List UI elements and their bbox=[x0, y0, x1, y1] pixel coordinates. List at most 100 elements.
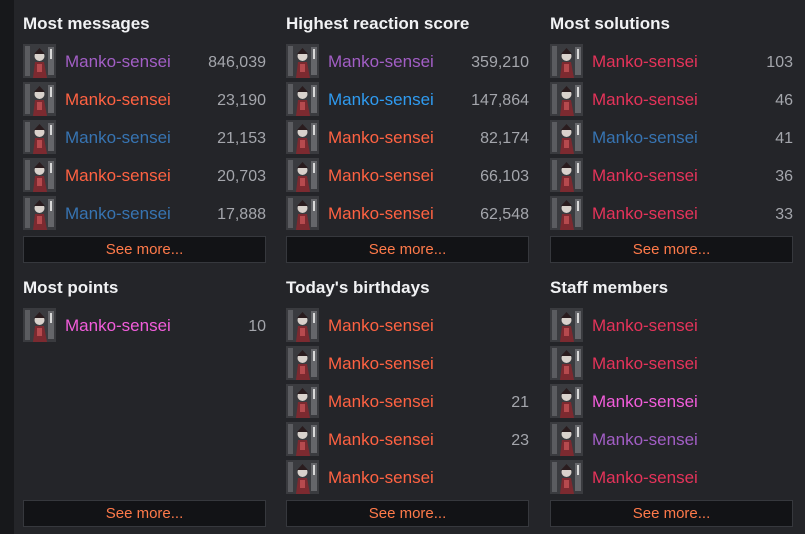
username-link[interactable]: Manko-sensei bbox=[592, 166, 698, 185]
username-link[interactable]: Manko-sensei bbox=[65, 52, 171, 71]
avatar[interactable] bbox=[550, 82, 583, 116]
stat-value: 21,153 bbox=[217, 130, 266, 147]
list-item: Manko-sensei bbox=[550, 308, 793, 342]
username-link[interactable]: Manko-sensei bbox=[328, 52, 434, 71]
stat-value: 33 bbox=[775, 206, 793, 223]
list-item: Manko-sensei 21 bbox=[286, 384, 529, 418]
members-statistics-panel: Most messages Manko-sensei 846,039 Manko… bbox=[14, 0, 805, 534]
stat-value: 23,190 bbox=[217, 92, 266, 109]
username-link[interactable]: Manko-sensei bbox=[592, 392, 698, 411]
username-link[interactable]: Manko-sensei bbox=[328, 90, 434, 109]
avatar[interactable] bbox=[286, 44, 319, 78]
avatar[interactable] bbox=[23, 82, 56, 116]
stat-value: 82,174 bbox=[480, 130, 529, 147]
widget-title: Most solutions bbox=[550, 14, 670, 33]
username-link[interactable]: Manko-sensei bbox=[592, 52, 698, 71]
list-item: Manko-sensei 33 bbox=[550, 196, 793, 230]
list-item: Manko-sensei 103 bbox=[550, 44, 793, 78]
see-more-button[interactable]: See more... bbox=[23, 236, 266, 263]
username-link[interactable]: Manko-sensei bbox=[328, 354, 434, 373]
username-link[interactable]: Manko-sensei bbox=[592, 354, 698, 373]
avatar[interactable] bbox=[550, 422, 583, 456]
avatar[interactable] bbox=[286, 422, 319, 456]
avatar[interactable] bbox=[286, 82, 319, 116]
username-link[interactable]: Manko-sensei bbox=[328, 468, 434, 487]
list-item: Manko-sensei bbox=[550, 346, 793, 380]
username-link[interactable]: Manko-sensei bbox=[592, 430, 698, 449]
avatar[interactable] bbox=[550, 158, 583, 192]
avatar[interactable] bbox=[286, 460, 319, 494]
avatar[interactable] bbox=[550, 44, 583, 78]
stat-value: 846,039 bbox=[208, 54, 266, 71]
widget-title: Staff members bbox=[550, 278, 669, 297]
stat-value: 36 bbox=[775, 168, 793, 185]
list-item: Manko-sensei 46 bbox=[550, 82, 793, 116]
list-item: Manko-sensei 21,153 bbox=[23, 120, 266, 154]
username-link[interactable]: Manko-sensei bbox=[328, 128, 434, 147]
list-item: Manko-sensei bbox=[550, 422, 793, 456]
username-link[interactable]: Manko-sensei bbox=[65, 166, 171, 185]
avatar[interactable] bbox=[550, 460, 583, 494]
avatar[interactable] bbox=[286, 158, 319, 192]
list-item: Manko-sensei bbox=[286, 308, 529, 342]
list-item: Manko-sensei bbox=[286, 346, 529, 380]
see-more-button[interactable]: See more... bbox=[286, 500, 529, 527]
stat-value: 66,103 bbox=[480, 168, 529, 185]
username-link[interactable]: Manko-sensei bbox=[328, 204, 434, 223]
avatar[interactable] bbox=[286, 308, 319, 342]
stat-value: 41 bbox=[775, 130, 793, 147]
username-link[interactable]: Manko-sensei bbox=[65, 90, 171, 109]
see-more-button[interactable]: See more... bbox=[286, 236, 529, 263]
avatar[interactable] bbox=[550, 346, 583, 380]
list-item: Manko-sensei 23 bbox=[286, 422, 529, 456]
stat-value: 46 bbox=[775, 92, 793, 109]
avatar[interactable] bbox=[23, 196, 56, 230]
list-item: Manko-sensei 147,864 bbox=[286, 82, 529, 116]
avatar[interactable] bbox=[550, 384, 583, 418]
avatar[interactable] bbox=[550, 196, 583, 230]
avatar[interactable] bbox=[23, 44, 56, 78]
username-link[interactable]: Manko-sensei bbox=[65, 128, 171, 147]
age-value: 23 bbox=[511, 432, 529, 449]
list-item: Manko-sensei 20,703 bbox=[23, 158, 266, 192]
avatar[interactable] bbox=[550, 120, 583, 154]
list-item: Manko-sensei 41 bbox=[550, 120, 793, 154]
stat-value: 62,548 bbox=[480, 206, 529, 223]
list-item: Manko-sensei bbox=[550, 384, 793, 418]
see-more-button[interactable]: See more... bbox=[550, 500, 793, 527]
list-item: Manko-sensei 66,103 bbox=[286, 158, 529, 192]
stat-value: 103 bbox=[766, 54, 793, 71]
username-link[interactable]: Manko-sensei bbox=[592, 204, 698, 223]
widget-title: Most points bbox=[23, 278, 119, 297]
username-link[interactable]: Manko-sensei bbox=[328, 430, 434, 449]
avatar[interactable] bbox=[286, 346, 319, 380]
see-more-button[interactable]: See more... bbox=[550, 236, 793, 263]
age-value: 21 bbox=[511, 394, 529, 411]
avatar[interactable] bbox=[286, 196, 319, 230]
see-more-button[interactable]: See more... bbox=[23, 500, 266, 527]
username-link[interactable]: Manko-sensei bbox=[592, 128, 698, 147]
username-link[interactable]: Manko-sensei bbox=[592, 90, 698, 109]
avatar[interactable] bbox=[23, 308, 56, 342]
username-link[interactable]: Manko-sensei bbox=[592, 468, 698, 487]
username-link[interactable]: Manko-sensei bbox=[65, 316, 171, 335]
stat-value: 17,888 bbox=[217, 206, 266, 223]
avatar[interactable] bbox=[23, 158, 56, 192]
list-item: Manko-sensei 10 bbox=[23, 308, 266, 342]
avatar[interactable] bbox=[286, 120, 319, 154]
list-item: Manko-sensei 17,888 bbox=[23, 196, 266, 230]
stat-value: 20,703 bbox=[217, 168, 266, 185]
stat-value: 147,864 bbox=[471, 92, 529, 109]
username-link[interactable]: Manko-sensei bbox=[328, 392, 434, 411]
username-link[interactable]: Manko-sensei bbox=[592, 316, 698, 335]
avatar[interactable] bbox=[286, 384, 319, 418]
list-item: Manko-sensei 23,190 bbox=[23, 82, 266, 116]
username-link[interactable]: Manko-sensei bbox=[328, 166, 434, 185]
list-item: Manko-sensei bbox=[550, 460, 793, 494]
widget-title: Most messages bbox=[23, 14, 150, 33]
avatar[interactable] bbox=[23, 120, 56, 154]
username-link[interactable]: Manko-sensei bbox=[328, 316, 434, 335]
avatar[interactable] bbox=[550, 308, 583, 342]
username-link[interactable]: Manko-sensei bbox=[65, 204, 171, 223]
stat-value: 359,210 bbox=[471, 54, 529, 71]
